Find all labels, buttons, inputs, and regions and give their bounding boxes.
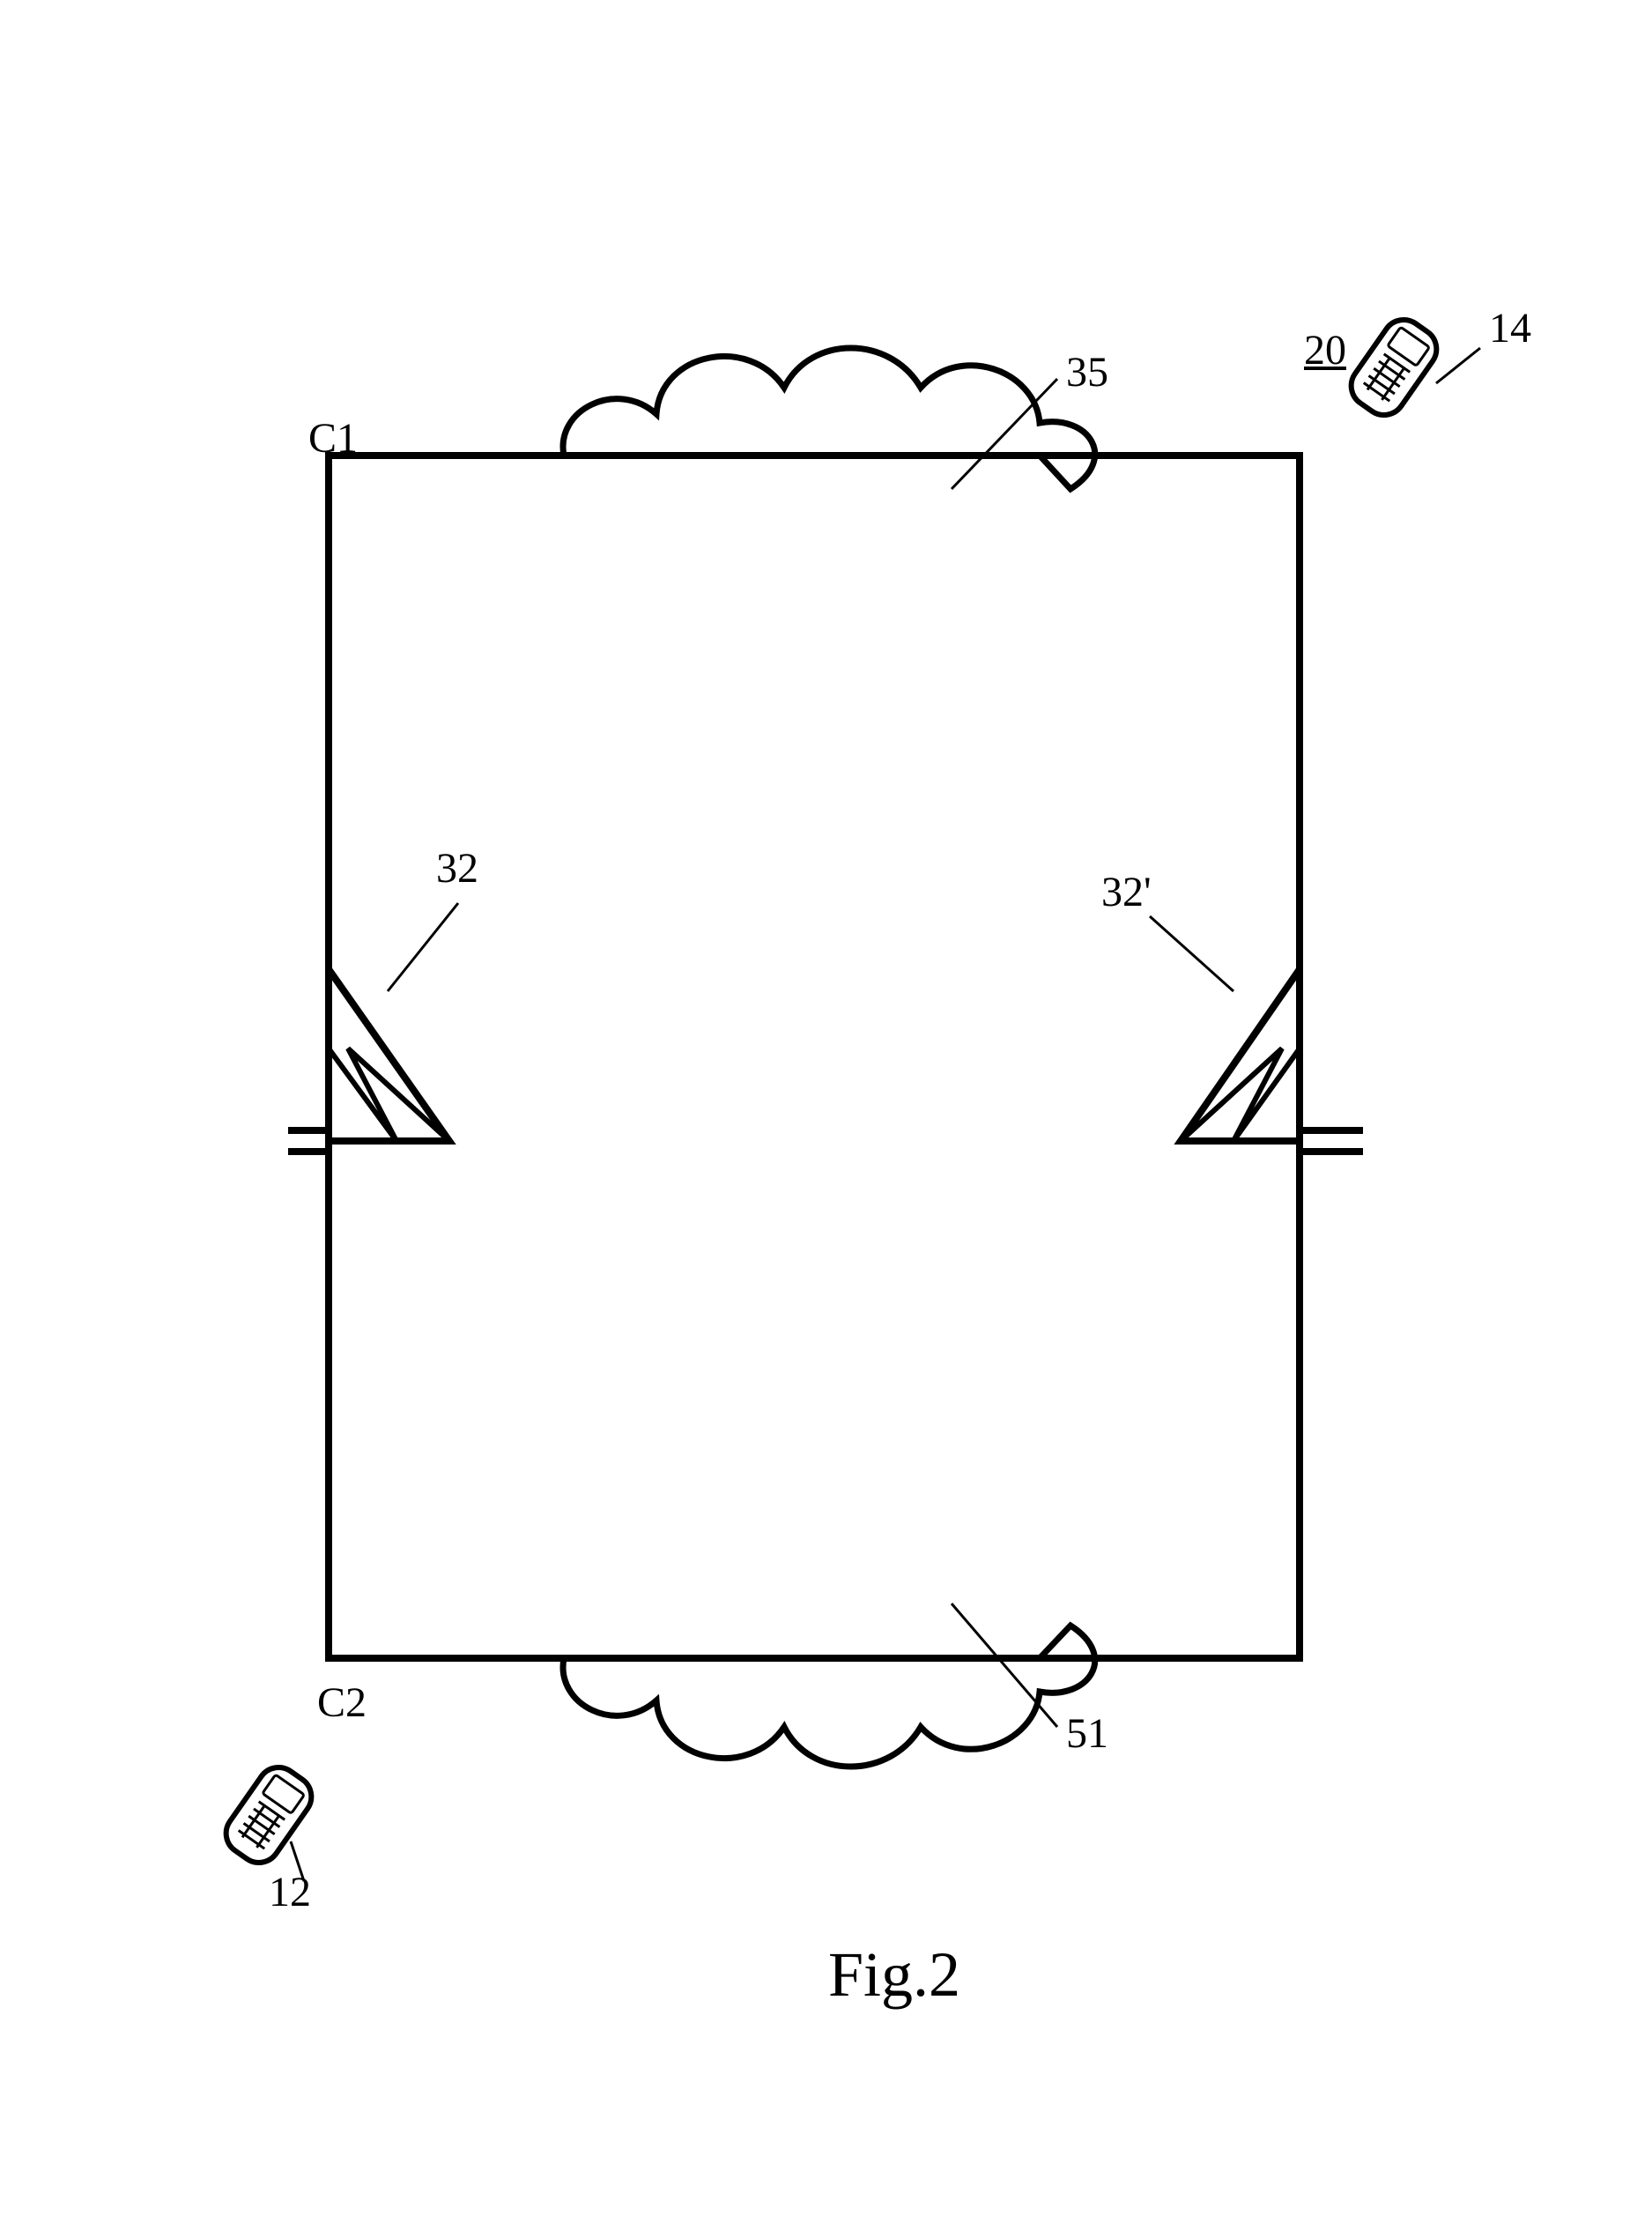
channel-rect	[329, 456, 1300, 1658]
diagram-canvas	[0, 0, 1652, 2230]
amplifier-right	[1181, 969, 1300, 1141]
ref-35: 35	[1066, 348, 1108, 396]
figure-title: Fig.2	[828, 1938, 960, 2011]
ref-12: 12	[269, 1868, 311, 1916]
link-left	[288, 1130, 329, 1152]
phone-right	[1343, 312, 1445, 424]
figure-ref: 20	[1304, 326, 1346, 374]
ref-14: 14	[1489, 304, 1531, 352]
cloud-bottom	[563, 1626, 1095, 1767]
cloud-top	[563, 348, 1095, 489]
ref-32-prime: 32'	[1101, 868, 1152, 916]
amplifier-left	[329, 969, 449, 1141]
label-c1: C1	[308, 414, 358, 463]
ref-32: 32	[436, 844, 478, 893]
link-right	[1300, 1130, 1363, 1152]
phone-left	[218, 1760, 320, 1871]
label-c2: C2	[317, 1678, 367, 1727]
ref-51: 51	[1066, 1709, 1108, 1758]
